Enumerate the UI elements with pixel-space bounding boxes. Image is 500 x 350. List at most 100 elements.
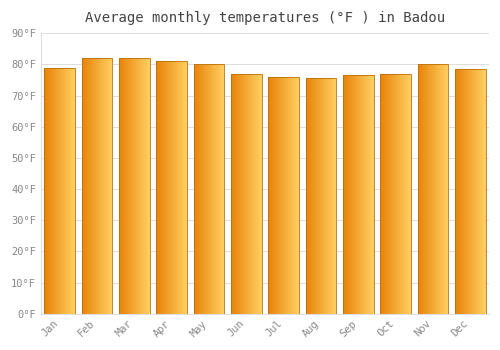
Bar <box>56 68 57 314</box>
Bar <box>311 78 312 314</box>
Bar <box>439 64 440 314</box>
Bar <box>367 75 368 314</box>
Bar <box>235 74 236 314</box>
Bar <box>104 58 105 314</box>
Bar <box>289 77 290 314</box>
Bar <box>58 68 59 314</box>
Bar <box>483 69 484 314</box>
Bar <box>365 75 366 314</box>
Bar <box>59 68 60 314</box>
Bar <box>349 75 350 314</box>
Bar <box>211 64 212 314</box>
Bar <box>106 58 107 314</box>
Bar <box>232 74 233 314</box>
Bar <box>202 64 203 314</box>
Bar <box>45 68 46 314</box>
Bar <box>260 74 261 314</box>
Bar <box>172 61 173 314</box>
Bar <box>395 74 396 314</box>
Bar <box>469 69 470 314</box>
Bar <box>297 77 298 314</box>
Bar <box>124 58 125 314</box>
Bar <box>425 64 426 314</box>
Bar <box>370 75 371 314</box>
Bar <box>405 74 406 314</box>
Bar <box>121 58 122 314</box>
Bar <box>313 78 314 314</box>
Bar <box>437 64 438 314</box>
Bar <box>68 68 69 314</box>
Bar <box>355 75 356 314</box>
Bar <box>259 74 260 314</box>
Bar <box>363 75 364 314</box>
Bar <box>231 74 262 314</box>
Bar <box>380 74 381 314</box>
Bar <box>133 58 134 314</box>
Bar <box>318 78 319 314</box>
Bar <box>253 74 254 314</box>
Bar <box>364 75 365 314</box>
Bar <box>480 69 481 314</box>
Bar <box>132 58 133 314</box>
Bar <box>181 61 182 314</box>
Bar <box>433 64 434 314</box>
Bar <box>212 64 213 314</box>
Bar <box>426 64 427 314</box>
Bar <box>119 58 150 314</box>
Bar <box>234 74 235 314</box>
Bar <box>52 68 53 314</box>
Bar <box>70 68 72 314</box>
Bar <box>256 74 258 314</box>
Bar <box>335 78 336 314</box>
Bar <box>385 74 386 314</box>
Bar <box>397 74 398 314</box>
Bar <box>324 78 325 314</box>
Bar <box>92 58 94 314</box>
Bar <box>476 69 477 314</box>
Bar <box>87 58 88 314</box>
Bar <box>406 74 407 314</box>
Bar <box>210 64 211 314</box>
Bar <box>141 58 142 314</box>
Bar <box>240 74 241 314</box>
Bar <box>291 77 292 314</box>
Bar <box>423 64 424 314</box>
Bar <box>442 64 444 314</box>
Bar <box>47 68 48 314</box>
Bar <box>100 58 101 314</box>
Bar <box>184 61 185 314</box>
Bar <box>388 74 389 314</box>
Bar <box>62 68 64 314</box>
Bar <box>82 58 112 314</box>
Bar <box>220 64 221 314</box>
Bar <box>174 61 176 314</box>
Bar <box>386 74 387 314</box>
Bar <box>368 75 370 314</box>
Bar <box>136 58 138 314</box>
Bar <box>319 78 320 314</box>
Bar <box>463 69 464 314</box>
Bar <box>65 68 66 314</box>
Bar <box>420 64 422 314</box>
Bar <box>44 68 75 314</box>
Bar <box>134 58 135 314</box>
Bar <box>162 61 163 314</box>
Bar <box>475 69 476 314</box>
Bar <box>278 77 280 314</box>
Bar <box>171 61 172 314</box>
Bar <box>207 64 208 314</box>
Bar <box>478 69 479 314</box>
Bar <box>317 78 318 314</box>
Bar <box>330 78 332 314</box>
Bar <box>88 58 89 314</box>
Bar <box>60 68 61 314</box>
Bar <box>149 58 150 314</box>
Bar <box>276 77 277 314</box>
Bar <box>195 64 196 314</box>
Bar <box>472 69 474 314</box>
Bar <box>130 58 131 314</box>
Bar <box>461 69 462 314</box>
Bar <box>323 78 324 314</box>
Bar <box>284 77 285 314</box>
Bar <box>447 64 448 314</box>
